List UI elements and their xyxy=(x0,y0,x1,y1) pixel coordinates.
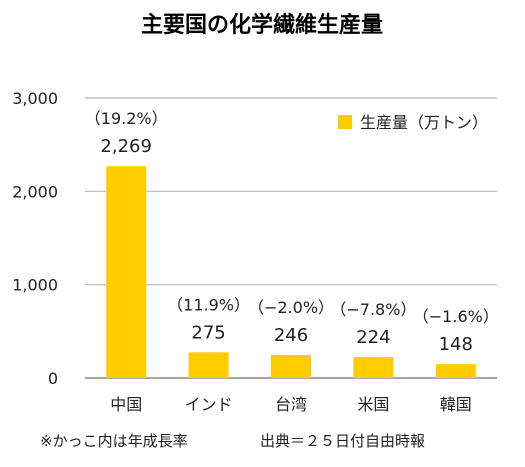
category-label: インド xyxy=(185,395,233,414)
y-tick-label: 3,000 xyxy=(12,89,58,108)
data-labels: 2,269 （19.2%） 275 （11.9%） 246 （−2.0%） 224 （−7.8… xyxy=(85,109,499,355)
bars xyxy=(106,166,476,378)
category-label: 台湾 xyxy=(275,395,307,414)
bar xyxy=(435,364,476,378)
bar xyxy=(188,352,229,378)
value-label: 246 xyxy=(274,325,308,346)
source-note: 出典＝２５日付自由時報 xyxy=(260,432,425,450)
growth-label: （−7.8%） xyxy=(330,300,416,319)
y-tick-label: 1,000 xyxy=(12,276,58,295)
growth-label: （19.2%） xyxy=(85,109,168,128)
category-label: 中国 xyxy=(110,395,142,414)
legend-label: 生産量（万トン） xyxy=(360,113,488,132)
y-tick-label: 0 xyxy=(48,369,58,388)
growth-label: （−2.0%） xyxy=(248,298,334,317)
value-label: 224 xyxy=(356,327,390,348)
value-label: 275 xyxy=(191,322,225,343)
legend-swatch xyxy=(338,115,352,129)
bar xyxy=(106,166,147,378)
y-axis-ticks: 0 1,000 2,000 3,000 xyxy=(12,89,58,388)
chart-title: 主要国の化学繊維生産量 xyxy=(141,12,383,38)
y-tick-label: 2,000 xyxy=(12,182,58,201)
category-label: 米国 xyxy=(357,395,389,414)
legend: 生産量（万トン） xyxy=(338,113,488,132)
bar xyxy=(271,355,311,378)
value-label: 148 xyxy=(439,334,473,355)
x-axis-categories: 中国 インド 台湾 米国 韓国 xyxy=(110,395,472,414)
category-label: 韓国 xyxy=(440,395,472,414)
value-label: 2,269 xyxy=(100,136,152,157)
growth-label: （11.9%） xyxy=(167,295,250,314)
footnote: ※かっこ内は年成長率 xyxy=(40,432,188,450)
growth-label: （−1.6%） xyxy=(413,307,499,326)
bar xyxy=(353,357,394,378)
